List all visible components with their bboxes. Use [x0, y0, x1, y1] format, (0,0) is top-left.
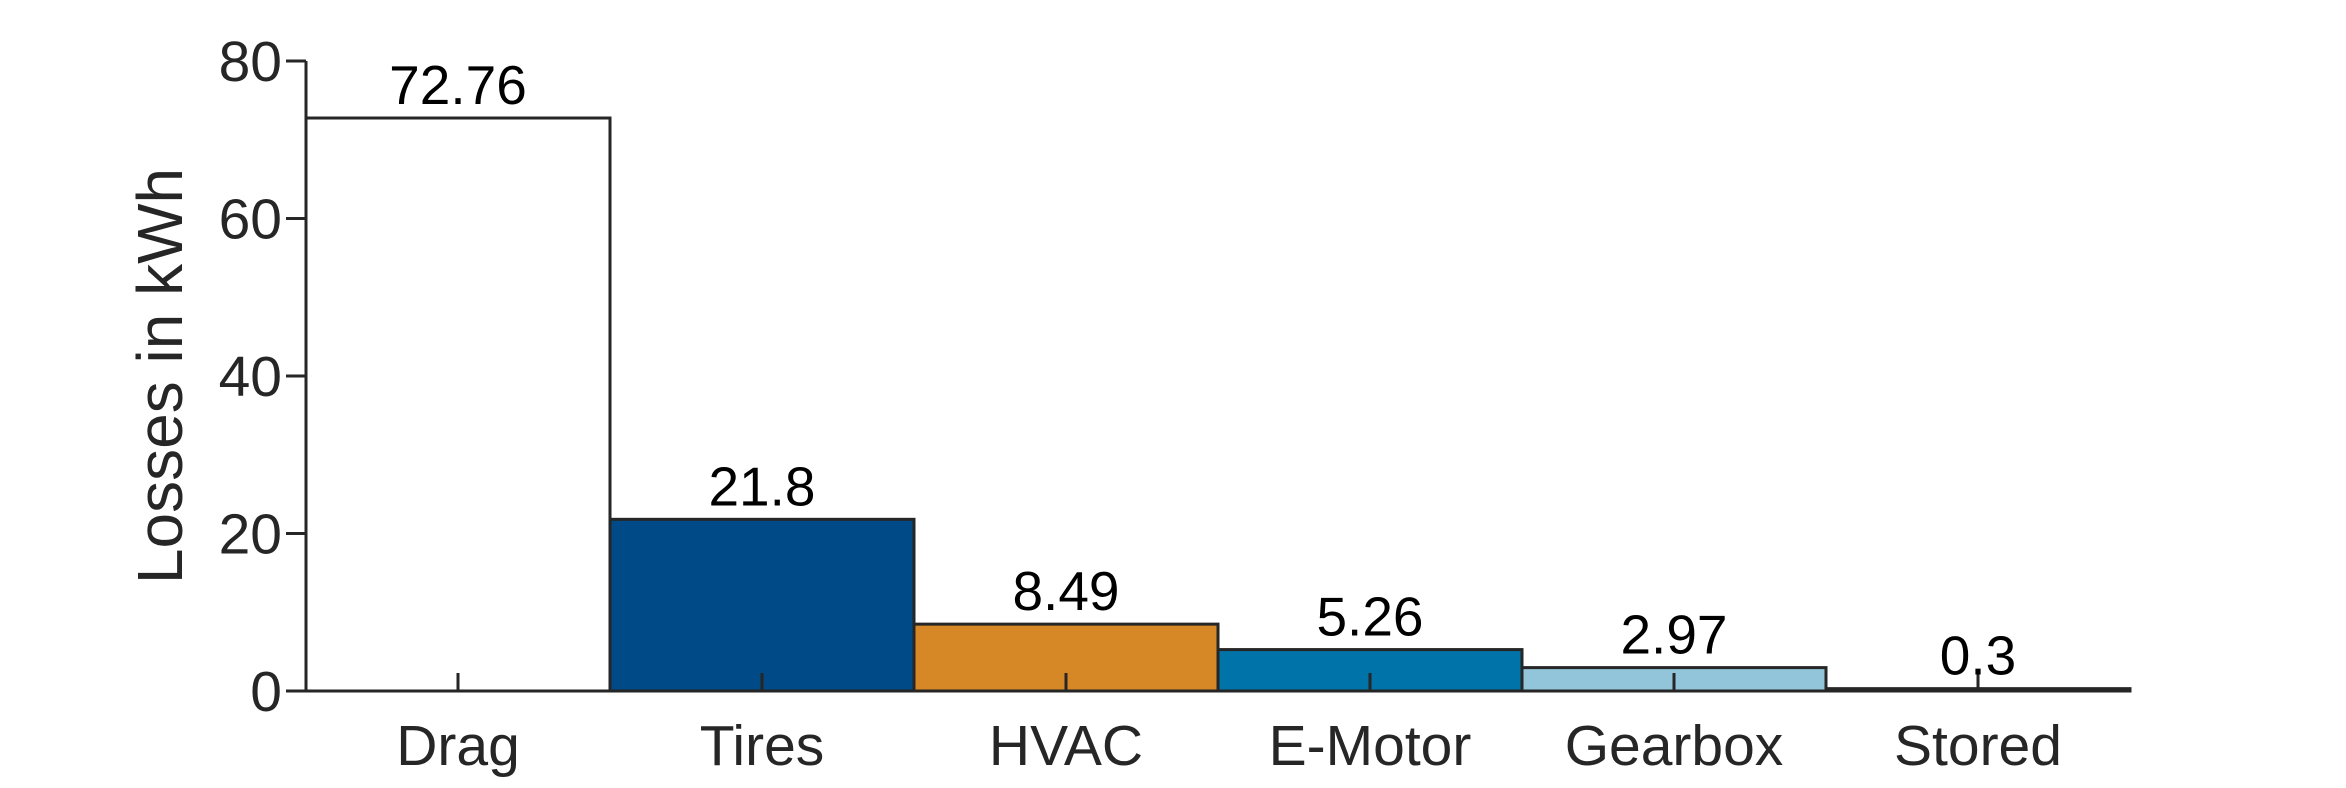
value-label: 0.3 [1940, 625, 2016, 687]
x-ticks-group: Drag Tires HVAC E-Motor Gearbox Stored [396, 673, 2062, 778]
value-label: 72.76 [389, 54, 527, 116]
x-tick-label: Tires [700, 714, 825, 778]
x-tick-label: E-Motor [1269, 714, 1472, 778]
value-labels-group: 72.76 21.8 8.49 5.26 2.97 0.3 [389, 54, 2016, 687]
y-tick-label: 0 [250, 660, 282, 724]
x-tick-label: Drag [396, 714, 520, 778]
value-label: 8.49 [1012, 560, 1119, 622]
value-label: 21.8 [708, 455, 815, 517]
y-axis-label: Losses in kWh [124, 168, 196, 584]
y-tick-label: 40 [219, 345, 282, 409]
y-tick-label: 80 [219, 30, 282, 94]
bar-drag [304, 116, 612, 693]
bar-tires [608, 517, 916, 693]
y-tick-label: 20 [219, 503, 282, 567]
x-tick-label: HVAC [989, 714, 1143, 778]
y-tick-label: 60 [219, 188, 282, 252]
y-ticks-group: 0 20 40 60 80 [219, 30, 306, 724]
x-tick-label: Gearbox [1565, 714, 1784, 778]
value-label: 2.97 [1620, 604, 1727, 666]
x-tick-label: Stored [1894, 714, 2062, 778]
bars-group [304, 116, 2132, 693]
value-label: 5.26 [1316, 586, 1423, 648]
